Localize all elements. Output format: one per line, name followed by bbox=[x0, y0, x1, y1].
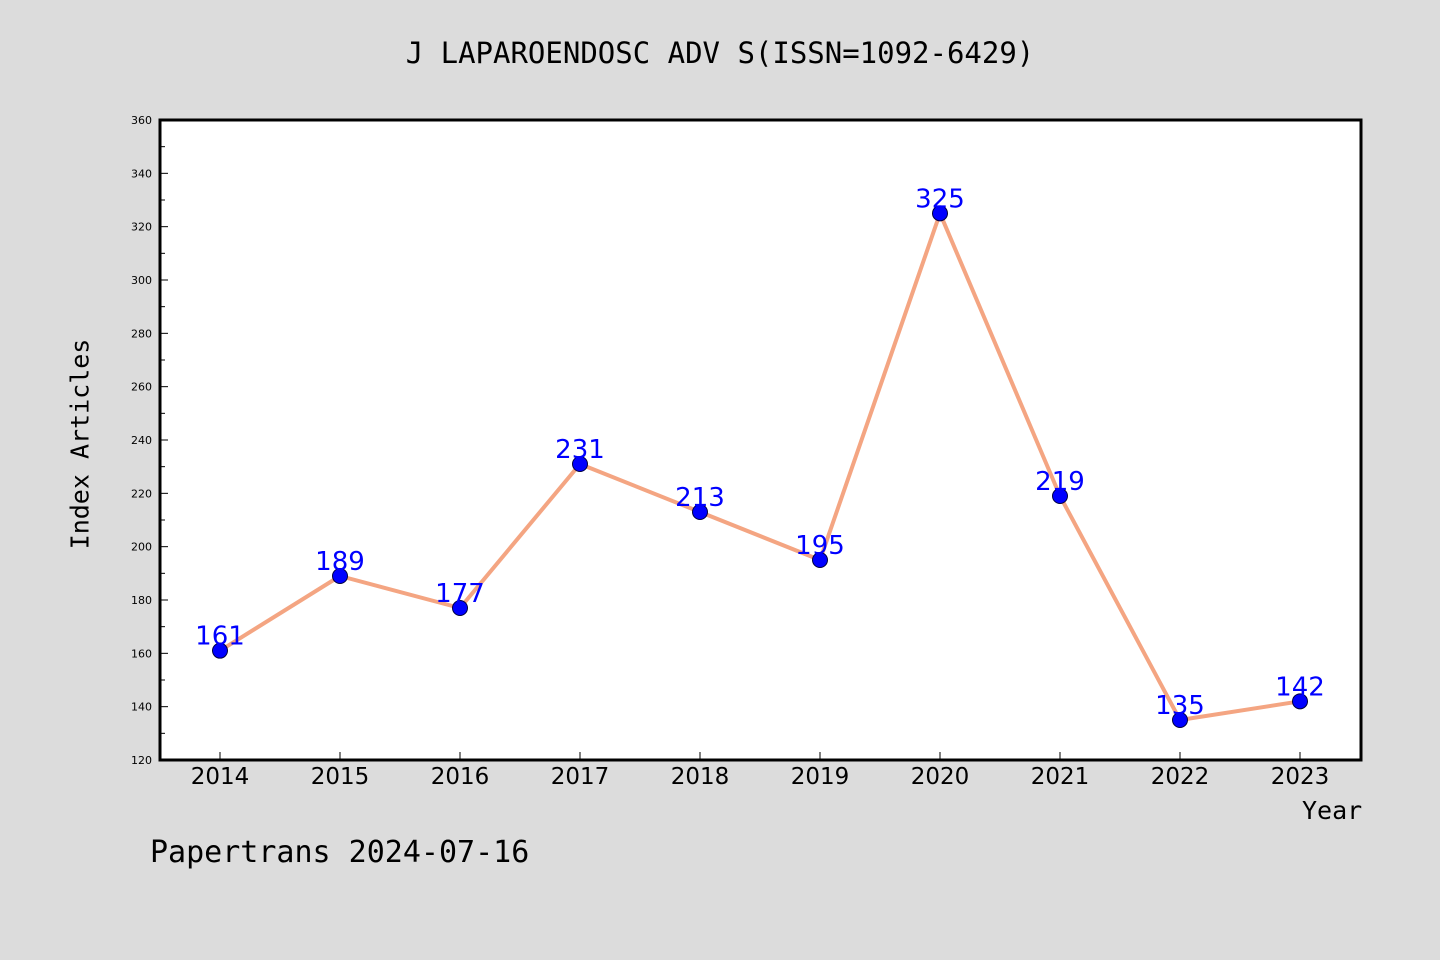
x-axis-label: Year bbox=[1302, 796, 1363, 825]
x-axis-ticks: 2014 2015 2016 2017 2018 2019 2020 2021 2022 2023 bbox=[191, 752, 1330, 790]
data-label: 177 bbox=[435, 579, 485, 609]
chart-title: J LAPAROENDOSC ADV S(ISSN=1092-6429) bbox=[405, 36, 1035, 70]
data-point bbox=[452, 600, 468, 616]
y-tick-label: 240 bbox=[131, 434, 152, 447]
data-label: 231 bbox=[555, 435, 605, 465]
data-point bbox=[332, 568, 348, 584]
y-tick-label: 360 bbox=[131, 114, 152, 127]
data-point bbox=[572, 456, 588, 472]
x-tick-label: 2017 bbox=[551, 764, 610, 790]
y-tick-label: 120 bbox=[131, 754, 152, 767]
data-label: 213 bbox=[675, 483, 725, 513]
x-tick-label: 2016 bbox=[431, 764, 490, 790]
x-tick-label: 2014 bbox=[191, 764, 250, 790]
x-tick-label: 2015 bbox=[311, 764, 370, 790]
x-tick-label: 2019 bbox=[791, 764, 850, 790]
data-label: 325 bbox=[915, 184, 965, 214]
x-tick-label: 2021 bbox=[1031, 764, 1090, 790]
y-tick-label: 320 bbox=[131, 221, 152, 234]
x-tick-label: 2023 bbox=[1271, 764, 1330, 790]
data-point bbox=[932, 205, 948, 222]
data-point bbox=[1172, 712, 1188, 728]
y-tick-label: 340 bbox=[131, 167, 152, 180]
y-tick-label: 180 bbox=[131, 594, 152, 607]
y-axis-ticks: 120 140 160 180 200 220 240 260 280 300 320 340 360 bbox=[131, 114, 168, 767]
footer-note: Papertrans 2024-07-16 bbox=[150, 835, 530, 870]
data-point bbox=[1052, 488, 1068, 504]
data-point bbox=[812, 552, 828, 568]
y-tick-label: 280 bbox=[131, 327, 152, 340]
y-tick-label: 260 bbox=[131, 381, 152, 394]
x-tick-label: 2020 bbox=[911, 764, 970, 790]
y-tick-label: 160 bbox=[131, 647, 152, 660]
data-point bbox=[692, 504, 708, 520]
y-tick-label: 140 bbox=[131, 701, 152, 714]
data-label: 189 bbox=[315, 547, 365, 577]
data-label: 142 bbox=[1275, 672, 1325, 702]
data-point bbox=[212, 642, 228, 659]
data-label: 195 bbox=[795, 531, 845, 561]
x-tick-label: 2022 bbox=[1151, 764, 1210, 790]
data-label: 219 bbox=[1035, 467, 1085, 497]
series-line bbox=[218, 211, 1301, 722]
y-tick-label: 220 bbox=[131, 487, 152, 500]
data-label: 161 bbox=[195, 622, 245, 652]
y-tick-label: 200 bbox=[131, 541, 152, 554]
x-tick-label: 2018 bbox=[671, 764, 730, 790]
plot-area bbox=[158, 118, 1363, 762]
data-point bbox=[1292, 693, 1308, 710]
y-tick-label: 300 bbox=[131, 274, 152, 287]
series-layer: 161 189 177 231 213 195 325 219 135 142 bbox=[195, 184, 1325, 728]
data-label: 135 bbox=[1155, 691, 1205, 721]
